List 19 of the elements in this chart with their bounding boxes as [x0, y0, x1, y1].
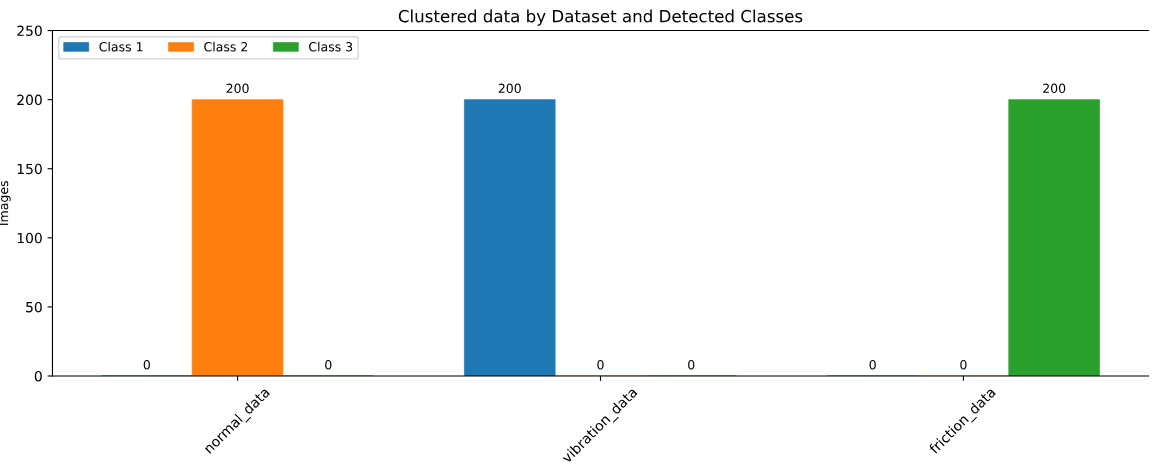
y-tick-label: 150 — [17, 163, 42, 175]
y-tick-label: 50 — [26, 301, 42, 313]
legend-label: Class 2 — [204, 41, 248, 52]
chart-title: Clustered data by Dataset and Detected Classes — [398, 9, 803, 26]
data-label: 200 — [498, 83, 521, 94]
data-label: 0 — [143, 359, 150, 370]
data-label: 0 — [325, 359, 332, 370]
y-tick-label: 250 — [17, 25, 42, 37]
y-tick-label: 200 — [17, 94, 42, 106]
legend-label: Class 3 — [309, 41, 353, 52]
data-label: 0 — [597, 359, 604, 370]
data-label: 0 — [960, 359, 967, 370]
data-label: 200 — [226, 83, 249, 94]
data-label: 0 — [869, 359, 876, 370]
legend-label: Class 1 — [99, 41, 143, 52]
data-label: 0 — [688, 359, 695, 370]
data-label: 200 — [1043, 83, 1066, 94]
y-tick-label: 100 — [17, 232, 42, 244]
y-tick-label: 0 — [34, 370, 42, 382]
